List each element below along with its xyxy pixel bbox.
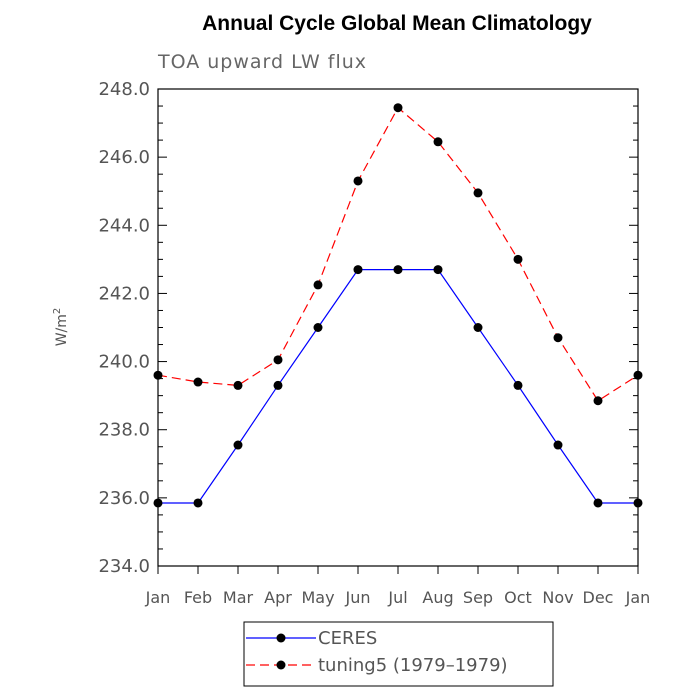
x-tick-label: Jun — [345, 588, 371, 607]
x-tick-label: Jan — [145, 588, 171, 607]
data-point — [153, 370, 163, 380]
plot-frame — [157, 88, 639, 567]
data-point — [633, 498, 643, 508]
data-point — [393, 265, 403, 275]
series-line-1 — [157, 106, 639, 402]
chart-title: Annual Cycle Global Mean Climatology — [202, 12, 592, 35]
y-tick-label: 240.0 — [98, 352, 150, 373]
x-tick-label: Dec — [583, 588, 614, 607]
data-point — [233, 380, 243, 390]
data-point — [433, 137, 443, 147]
chart-subtitle: TOA upward LW flux — [157, 51, 367, 73]
data-point — [313, 280, 323, 290]
legend-marker-1 — [276, 660, 286, 670]
data-point — [593, 396, 603, 406]
legend-box — [243, 621, 554, 687]
data-point — [233, 440, 243, 450]
data-point — [353, 265, 363, 275]
x-tick-label: Sep — [463, 588, 493, 607]
data-point — [633, 370, 643, 380]
data-point — [193, 377, 203, 387]
data-point — [473, 188, 483, 198]
y-tick-label: 234.0 — [98, 556, 150, 577]
data-point — [193, 498, 203, 508]
data-point — [473, 323, 483, 332]
data-point — [273, 380, 283, 390]
x-tick-label: Oct — [504, 588, 532, 607]
data-point — [353, 176, 363, 186]
data-point — [393, 103, 403, 113]
y-tick-label: 244.0 — [98, 215, 150, 236]
series-layer — [153, 103, 643, 508]
x-tick-label: Mar — [223, 588, 254, 607]
legend: CERES tuning5 (1979–1979) — [243, 621, 554, 687]
y-axis-label-sup: 2 — [52, 308, 63, 314]
y-tick-label: 248.0 — [98, 79, 150, 100]
data-point — [513, 254, 523, 264]
y-tick-label: 242.0 — [98, 283, 150, 304]
data-point — [553, 440, 563, 450]
x-tick-label: Jan — [625, 588, 651, 607]
data-point — [153, 498, 163, 508]
data-point — [273, 355, 283, 365]
x-tick-label: Feb — [184, 588, 212, 607]
data-point — [433, 265, 443, 275]
legend-marker-0 — [276, 633, 286, 643]
y-tick-label: 238.0 — [98, 420, 150, 441]
x-tick-label: Nov — [542, 588, 573, 607]
data-point — [593, 498, 603, 508]
data-point — [553, 333, 563, 343]
legend-label-1: tuning5 (1979–1979) — [318, 655, 508, 676]
legend-label-0: CERES — [318, 628, 377, 649]
series-line-0 — [158, 269, 638, 504]
x-tick-label: Apr — [264, 588, 292, 607]
x-tick-label: Aug — [422, 588, 453, 607]
axes: 234.0 236.0 238.0 240.0 242.0 244.0 246.0 248.0… — [98, 79, 650, 607]
data-point — [313, 323, 323, 332]
y-axis-label-main: W/m — [54, 314, 70, 346]
x-tick-label: Jul — [387, 588, 407, 607]
y-axis-label: W/m2 — [52, 308, 70, 347]
y-tick-label: 236.0 — [98, 488, 150, 509]
x-tick-label: May — [301, 588, 334, 607]
y-tick-label: 246.0 — [98, 147, 150, 168]
data-point — [513, 380, 523, 390]
